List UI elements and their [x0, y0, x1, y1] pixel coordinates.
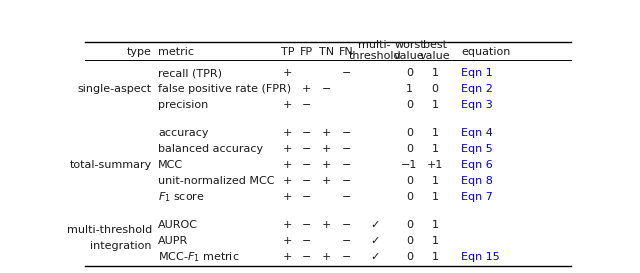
- Text: −: −: [342, 128, 351, 138]
- Text: −: −: [302, 160, 311, 170]
- Text: 1: 1: [431, 220, 438, 230]
- Text: −: −: [342, 252, 351, 262]
- Text: 0: 0: [406, 176, 413, 186]
- Text: 0: 0: [406, 236, 413, 246]
- Text: +: +: [283, 100, 292, 110]
- Text: +: +: [283, 236, 292, 246]
- Text: Eqn 6: Eqn 6: [461, 160, 493, 170]
- Text: total-summary: total-summary: [70, 160, 152, 170]
- Text: +1: +1: [427, 160, 444, 170]
- Text: −: −: [342, 192, 351, 202]
- Text: Eqn 3: Eqn 3: [461, 100, 493, 110]
- Text: metric: metric: [158, 47, 195, 57]
- Text: Eqn 8: Eqn 8: [461, 176, 493, 186]
- Text: +: +: [322, 220, 331, 230]
- Text: 0: 0: [406, 68, 413, 78]
- Text: type: type: [127, 47, 152, 57]
- Text: 1: 1: [431, 236, 438, 246]
- Text: +: +: [283, 220, 292, 230]
- Text: 0: 0: [406, 192, 413, 202]
- Text: worst
value: worst value: [394, 40, 425, 61]
- Text: −: −: [342, 144, 351, 154]
- Text: ✓: ✓: [370, 252, 380, 262]
- Text: integration: integration: [90, 241, 152, 251]
- Text: precision: precision: [158, 100, 209, 110]
- Text: −: −: [302, 252, 311, 262]
- Text: +: +: [322, 144, 331, 154]
- Text: −: −: [322, 84, 331, 94]
- Text: 1: 1: [431, 68, 438, 78]
- Text: +: +: [283, 144, 292, 154]
- Text: +: +: [283, 160, 292, 170]
- Text: −: −: [342, 160, 351, 170]
- Text: balanced accuracy: balanced accuracy: [158, 144, 264, 154]
- Text: TP: TP: [280, 47, 294, 57]
- Text: MCC-$F_1$ metric: MCC-$F_1$ metric: [158, 250, 240, 264]
- Text: −: −: [342, 68, 351, 78]
- Text: $F_1$ score: $F_1$ score: [158, 190, 205, 204]
- Text: ✓: ✓: [370, 236, 380, 246]
- Text: accuracy: accuracy: [158, 128, 209, 138]
- Text: recall (TPR): recall (TPR): [158, 68, 222, 78]
- Text: multi-
threshold: multi- threshold: [348, 40, 401, 61]
- Text: +: +: [283, 252, 292, 262]
- Text: Eqn 15: Eqn 15: [461, 252, 500, 262]
- Text: −: −: [342, 220, 351, 230]
- Text: 1: 1: [431, 144, 438, 154]
- Text: +: +: [322, 252, 331, 262]
- Text: −: −: [302, 192, 311, 202]
- Text: 1: 1: [431, 176, 438, 186]
- Text: +: +: [283, 128, 292, 138]
- Text: multi-threshold: multi-threshold: [67, 225, 152, 235]
- Text: +: +: [283, 68, 292, 78]
- Text: 0: 0: [406, 144, 413, 154]
- Text: −: −: [302, 144, 311, 154]
- Text: +: +: [283, 176, 292, 186]
- Text: +: +: [283, 192, 292, 202]
- Text: +: +: [322, 160, 331, 170]
- Text: −: −: [342, 236, 351, 246]
- Text: Eqn 1: Eqn 1: [461, 68, 493, 78]
- Text: 0: 0: [431, 84, 438, 94]
- Text: ✓: ✓: [370, 220, 380, 230]
- Text: −: −: [302, 128, 311, 138]
- Text: Eqn 2: Eqn 2: [461, 84, 493, 94]
- Text: MCC: MCC: [158, 160, 184, 170]
- Text: +: +: [322, 128, 331, 138]
- Text: AUROC: AUROC: [158, 220, 198, 230]
- Text: 0: 0: [406, 252, 413, 262]
- Text: −: −: [302, 236, 311, 246]
- Text: 0: 0: [406, 220, 413, 230]
- Text: 0: 0: [406, 128, 413, 138]
- Text: single-aspect: single-aspect: [78, 84, 152, 94]
- Text: 0: 0: [406, 100, 413, 110]
- Text: +: +: [302, 84, 311, 94]
- Text: 1: 1: [431, 192, 438, 202]
- Text: false positive rate (FPR): false positive rate (FPR): [158, 84, 291, 94]
- Text: FP: FP: [300, 47, 313, 57]
- Text: Eqn 4: Eqn 4: [461, 128, 493, 138]
- Text: −1: −1: [401, 160, 417, 170]
- Text: Eqn 5: Eqn 5: [461, 144, 493, 154]
- Text: FN: FN: [339, 47, 354, 57]
- Text: equation: equation: [461, 47, 510, 57]
- Text: 1: 1: [431, 252, 438, 262]
- Text: −: −: [302, 220, 311, 230]
- Text: Eqn 7: Eqn 7: [461, 192, 493, 202]
- Text: −: −: [302, 100, 311, 110]
- Text: −: −: [342, 176, 351, 186]
- Text: unit-normalized MCC: unit-normalized MCC: [158, 176, 275, 186]
- Text: AUPR: AUPR: [158, 236, 189, 246]
- Text: best
value: best value: [420, 40, 451, 61]
- Text: 1: 1: [431, 128, 438, 138]
- Text: 1: 1: [431, 100, 438, 110]
- Text: TN: TN: [319, 47, 334, 57]
- Text: −: −: [302, 176, 311, 186]
- Text: 1: 1: [406, 84, 413, 94]
- Text: +: +: [322, 176, 331, 186]
